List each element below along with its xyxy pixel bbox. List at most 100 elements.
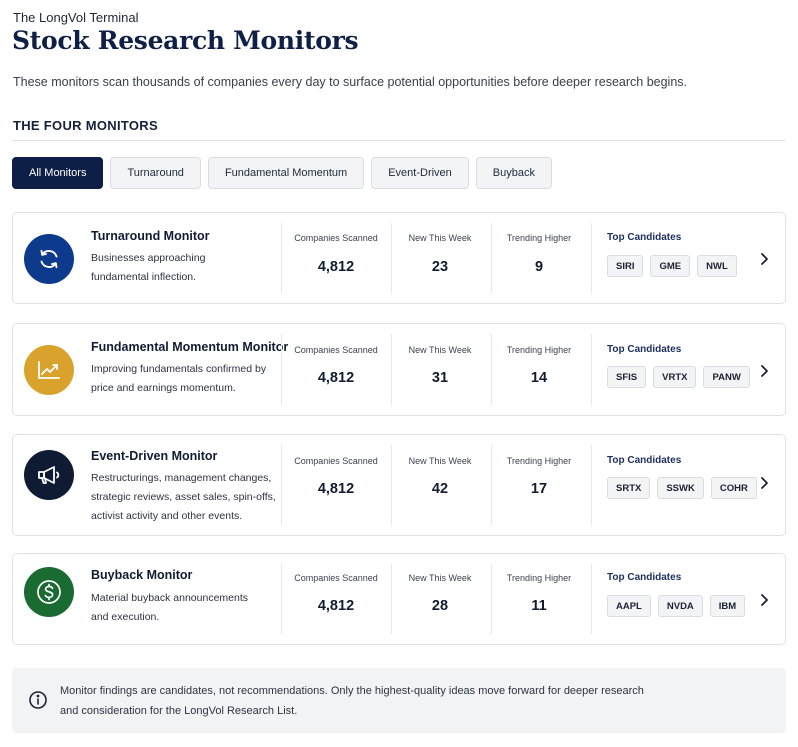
- companies-scanned-label: Companies Scanned: [294, 456, 378, 466]
- column-divider: [491, 223, 492, 293]
- ticker-chip[interactable]: SSWK: [657, 477, 704, 499]
- tab-all-monitors[interactable]: All Monitors: [12, 157, 104, 189]
- disclaimer-line: Monitor findings are candidates, not rec…: [60, 685, 644, 697]
- column-divider: [491, 445, 492, 525]
- column-divider: [591, 445, 592, 525]
- brand-name: The LongVol Terminal: [13, 10, 139, 25]
- chevron-right-icon[interactable]: [757, 252, 771, 266]
- companies-scanned-value: 4,812: [317, 598, 355, 614]
- monitor-description: Restructurings, management changes, stra…: [91, 472, 276, 522]
- ticker-chip[interactable]: SRTX: [607, 477, 651, 499]
- trend-up-icon: [38, 361, 60, 379]
- column-divider: [591, 564, 592, 634]
- column-divider: [391, 564, 392, 634]
- companies-scanned-value: 4,812: [317, 481, 355, 497]
- new-this-week-value: 23: [431, 259, 449, 275]
- tab-turnaround[interactable]: Turnaround: [110, 157, 201, 189]
- column-divider: [491, 564, 492, 634]
- companies-scanned-value: 4,812: [317, 370, 355, 386]
- column-divider: [591, 223, 592, 293]
- column-divider: [391, 445, 392, 525]
- trending-higher-label: Trending Higher: [506, 573, 572, 583]
- trending-higher-value: 17: [530, 481, 548, 497]
- trending-higher-label: Trending Higher: [506, 345, 572, 355]
- monitor-card-buyback[interactable]: Buyback Monitor Material buyback announc…: [12, 553, 786, 645]
- monitor-icon-badge: [24, 234, 74, 284]
- monitor-name: Event-Driven Monitor: [91, 449, 218, 463]
- page-subtitle: These monitors scan thousands of compani…: [13, 75, 688, 89]
- dollar-icon: [37, 580, 61, 604]
- page-title: Stock Research Monitors: [12, 26, 359, 55]
- ticker-chip[interactable]: SIRI: [607, 255, 644, 277]
- ticker-chip[interactable]: NWL: [697, 255, 737, 277]
- column-divider: [281, 564, 282, 634]
- section-heading: THE FOUR MONITORS: [13, 118, 158, 133]
- candidate-chips: SRTX SSWK COHR: [607, 477, 757, 499]
- monitor-name: Fundamental Momentum Monitor: [91, 340, 289, 354]
- column-divider: [491, 334, 492, 405]
- companies-scanned-label: Companies Scanned: [294, 233, 378, 243]
- column-divider: [281, 334, 282, 405]
- monitor-description: Material buyback announcements and execu…: [91, 592, 249, 623]
- new-this-week-value: 42: [431, 481, 449, 497]
- companies-scanned-label: Companies Scanned: [294, 573, 378, 583]
- candidate-chips: SFIS VRTX PANW: [607, 366, 750, 388]
- monitor-tabs: All Monitors Turnaround Fundamental Mome…: [12, 157, 552, 189]
- column-divider: [281, 445, 282, 525]
- trending-higher-value: 9: [534, 259, 544, 275]
- monitor-description: Improving fundamentals confirmed by pric…: [91, 363, 267, 394]
- ticker-chip[interactable]: NVDA: [657, 595, 703, 617]
- disclaimer-line: and consideration for the LongVol Resear…: [60, 705, 298, 717]
- monitor-name: Turnaround Monitor: [91, 229, 210, 243]
- refresh-icon: [40, 249, 58, 269]
- monitor-card-event-driven[interactable]: Event-Driven Monitor Restructurings, man…: [12, 434, 786, 536]
- tab-fundamental-momentum[interactable]: Fundamental Momentum: [207, 157, 365, 189]
- monitor-icon-badge: [24, 450, 74, 500]
- top-candidates-label: Top Candidates: [607, 232, 682, 243]
- trending-higher-value: 11: [531, 598, 547, 614]
- top-candidates-label: Top Candidates: [607, 572, 682, 583]
- monitor-icon-badge: [24, 345, 74, 395]
- new-this-week-value: 31: [431, 370, 449, 386]
- chevron-right-icon[interactable]: [757, 593, 771, 607]
- new-this-week-label: New This Week: [408, 233, 472, 243]
- column-divider: [391, 334, 392, 405]
- trending-higher-label: Trending Higher: [506, 456, 572, 466]
- new-this-week-label: New This Week: [408, 456, 472, 466]
- monitor-card-turnaround[interactable]: Turnaround Monitor Businesses approachin…: [12, 212, 786, 304]
- disclaimer-notice: Monitor findings are candidates, not rec…: [12, 668, 786, 733]
- companies-scanned-label: Companies Scanned: [294, 345, 378, 355]
- chevron-right-icon[interactable]: [757, 476, 771, 490]
- ticker-chip[interactable]: PANW: [703, 366, 750, 388]
- candidate-chips: AAPL NVDA IBM: [607, 595, 746, 617]
- companies-scanned-value: 4,812: [317, 259, 355, 275]
- info-icon: [29, 691, 47, 709]
- monitor-name: Buyback Monitor: [91, 568, 193, 582]
- new-this-week-label: New This Week: [408, 345, 472, 355]
- tab-buyback[interactable]: Buyback: [475, 157, 552, 189]
- top-candidates-label: Top Candidates: [607, 455, 682, 466]
- chevron-right-icon[interactable]: [757, 364, 771, 378]
- trending-higher-label: Trending Higher: [506, 233, 572, 243]
- top-candidates-label: Top Candidates: [607, 344, 682, 355]
- ticker-chip[interactable]: IBM: [709, 595, 746, 617]
- tab-event-driven[interactable]: Event-Driven: [371, 157, 469, 189]
- ticker-chip[interactable]: GME: [650, 255, 691, 277]
- candidate-chips: SIRI GME NWL: [607, 255, 737, 277]
- monitor-card-fundamental-momentum[interactable]: Fundamental Momentum Monitor Improving f…: [12, 323, 786, 416]
- monitor-description: Businesses approaching fundamental infle…: [91, 252, 206, 283]
- column-divider: [281, 223, 282, 293]
- trending-higher-value: 14: [530, 370, 548, 386]
- disclaimer-text: Monitor findings are candidates, not rec…: [60, 681, 760, 721]
- new-this-week-value: 28: [431, 598, 449, 614]
- monitor-icon-badge: [24, 567, 74, 617]
- column-divider: [591, 334, 592, 405]
- section-divider: [12, 140, 786, 141]
- new-this-week-label: New This Week: [408, 573, 472, 583]
- megaphone-icon: [38, 466, 60, 484]
- ticker-chip[interactable]: COHR: [710, 477, 757, 499]
- ticker-chip[interactable]: AAPL: [607, 595, 651, 617]
- column-divider: [391, 223, 392, 293]
- ticker-chip[interactable]: VRTX: [653, 366, 697, 388]
- ticker-chip[interactable]: SFIS: [607, 366, 647, 388]
